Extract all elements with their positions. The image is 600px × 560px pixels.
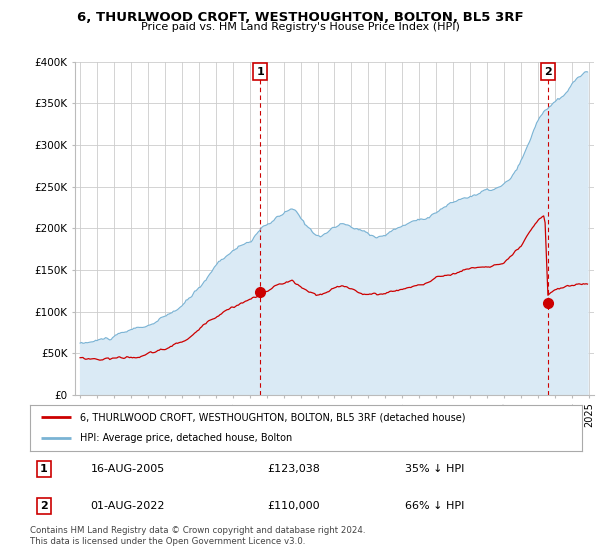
Text: Price paid vs. HM Land Registry's House Price Index (HPI): Price paid vs. HM Land Registry's House … — [140, 22, 460, 32]
Text: 2: 2 — [544, 67, 552, 77]
Text: 6, THURLWOOD CROFT, WESTHOUGHTON, BOLTON, BL5 3RF: 6, THURLWOOD CROFT, WESTHOUGHTON, BOLTON… — [77, 11, 523, 24]
Text: HPI: Average price, detached house, Bolton: HPI: Average price, detached house, Bolt… — [80, 433, 292, 444]
Text: 66% ↓ HPI: 66% ↓ HPI — [406, 501, 465, 511]
Text: 1: 1 — [256, 67, 264, 77]
Text: 1: 1 — [40, 464, 47, 474]
Text: 01-AUG-2022: 01-AUG-2022 — [91, 501, 165, 511]
Text: 2: 2 — [40, 501, 47, 511]
Text: 6, THURLWOOD CROFT, WESTHOUGHTON, BOLTON, BL5 3RF (detached house): 6, THURLWOOD CROFT, WESTHOUGHTON, BOLTON… — [80, 412, 465, 422]
Text: Contains HM Land Registry data © Crown copyright and database right 2024.
This d: Contains HM Land Registry data © Crown c… — [30, 526, 365, 546]
Text: £110,000: £110,000 — [268, 501, 320, 511]
Text: 35% ↓ HPI: 35% ↓ HPI — [406, 464, 465, 474]
Text: £123,038: £123,038 — [268, 464, 320, 474]
Text: 16-AUG-2005: 16-AUG-2005 — [91, 464, 165, 474]
